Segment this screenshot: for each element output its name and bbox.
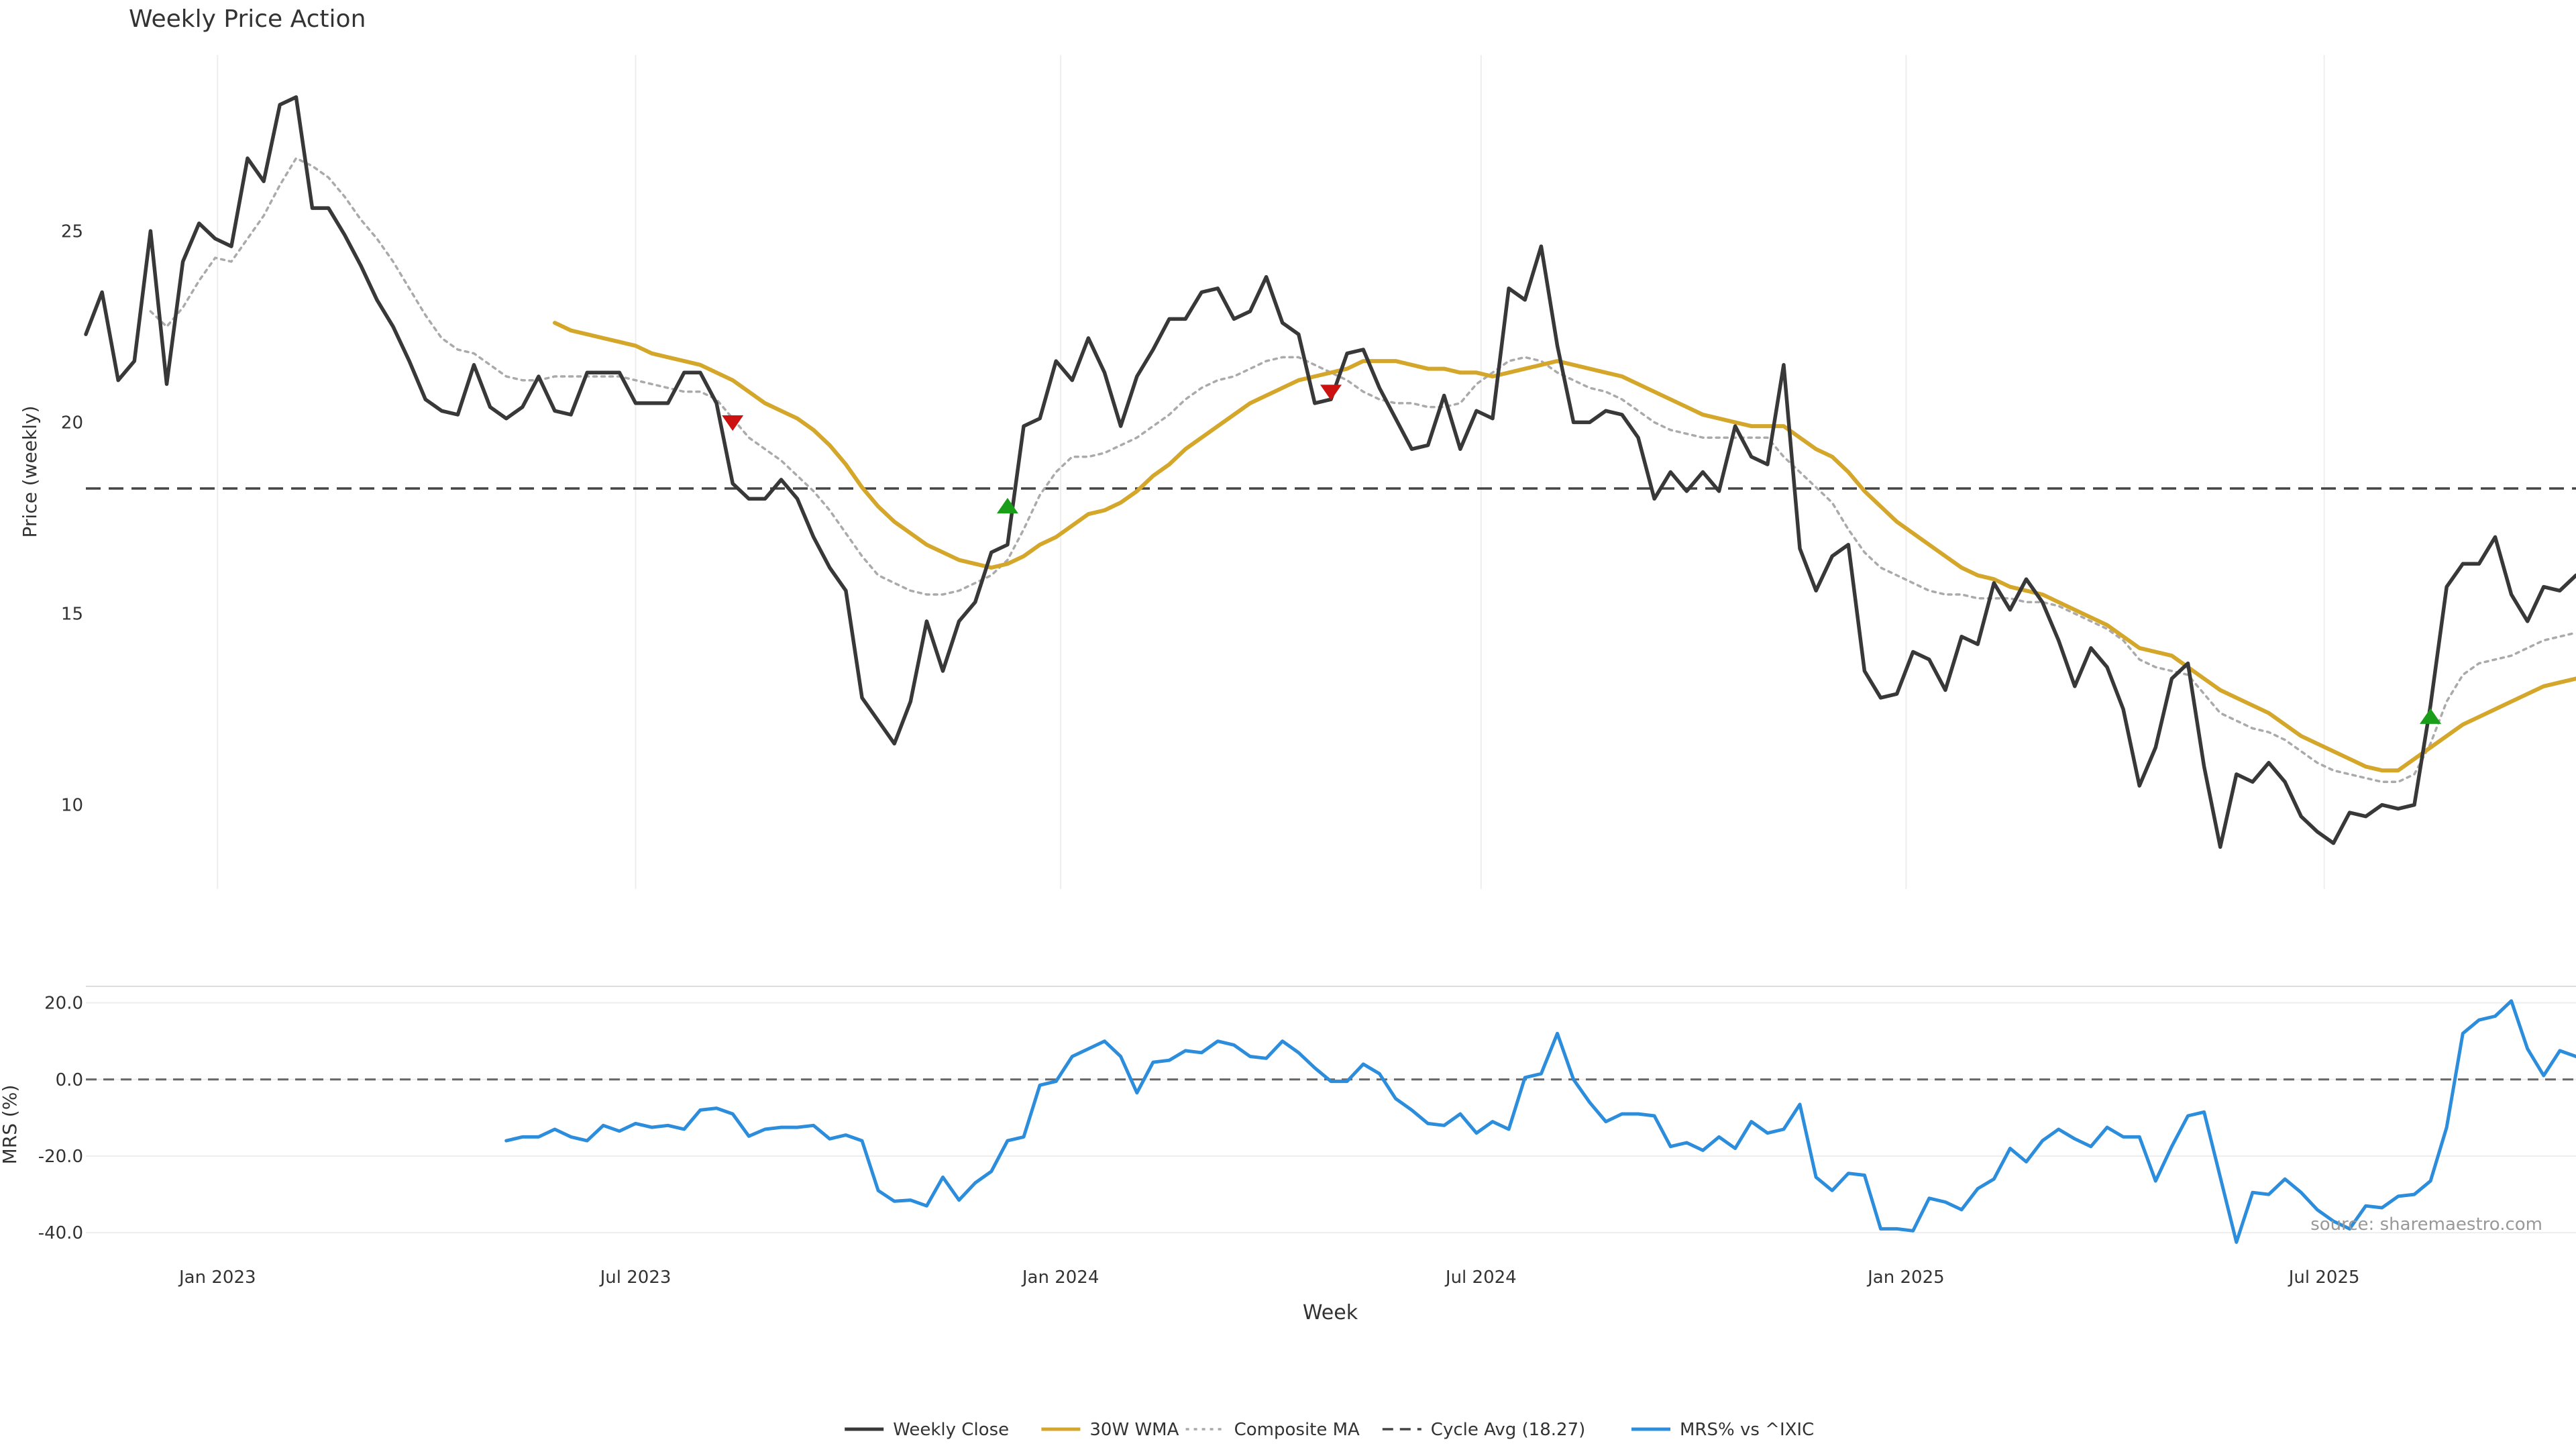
mrs-y-tick-labels: -40.0 -20.0 0.0 20.0 <box>38 994 83 1244</box>
price-gridlines <box>217 55 2325 889</box>
mrs-line <box>504 999 2576 1244</box>
x-axis-label: Week <box>1303 1301 1358 1325</box>
legend-label-3: Cycle Avg (18.27) <box>1431 1420 1585 1440</box>
source-note: source: sharemaestro.com <box>2310 1214 2542 1235</box>
legend-label-1: 30W WMA <box>1089 1420 1179 1440</box>
x-tick-2: Jan 2024 <box>1021 1267 1099 1288</box>
sell-signal-marker-2 <box>1320 384 1342 401</box>
wma-30w-line <box>553 321 2576 773</box>
price-series <box>84 95 2576 849</box>
mrs-y-axis-label: MRS (%) <box>0 1085 21 1165</box>
x-tick-3: Jul 2024 <box>1444 1267 1517 1288</box>
legend-label-0: Weekly Close <box>893 1420 1009 1440</box>
weekly-close-line <box>84 95 2576 849</box>
legend-label-4: MRS% vs ^IXIC <box>1680 1420 1814 1440</box>
x-tick-4: Jan 2025 <box>1866 1267 1945 1288</box>
price-y-tick-labels: 10 15 20 25 <box>61 221 83 815</box>
legend-label-2: Composite MA <box>1234 1420 1360 1440</box>
composite-ma-line <box>149 157 2576 784</box>
mrs-series <box>504 999 2576 1244</box>
mrs-y-tick-2: 0.0 <box>56 1070 83 1090</box>
x-tick-labels: Jan 2023 Jul 2023 Jan 2024 Jul 2024 Jan 2025… <box>178 1267 2360 1288</box>
mrs-gridlines <box>86 986 2576 1234</box>
price-y-tick-1: 15 <box>61 604 83 624</box>
legend: Weekly Close 30W WMA Composite MA Cycle Avg… <box>845 1420 1814 1440</box>
mrs-y-tick-0: -40.0 <box>38 1223 83 1243</box>
price-y-tick-3: 25 <box>61 221 83 242</box>
x-tick-0: Jan 2023 <box>178 1267 256 1288</box>
buy-signal-marker-3 <box>2420 708 2442 724</box>
signal-markers <box>722 384 2442 724</box>
mrs-y-tick-1: -20.0 <box>38 1147 83 1167</box>
price-y-tick-0: 10 <box>61 796 83 816</box>
price-y-axis-label: Price (weekly) <box>19 406 41 538</box>
x-tick-5: Jul 2025 <box>2288 1267 2360 1288</box>
mrs-y-tick-3: 20.0 <box>44 994 83 1014</box>
price-y-tick-2: 20 <box>61 413 83 433</box>
x-tick-1: Jul 2023 <box>599 1267 672 1288</box>
chart-title: Weekly Price Action <box>129 5 366 33</box>
sell-signal-marker-0 <box>722 415 744 431</box>
buy-signal-marker-1 <box>996 498 1018 514</box>
